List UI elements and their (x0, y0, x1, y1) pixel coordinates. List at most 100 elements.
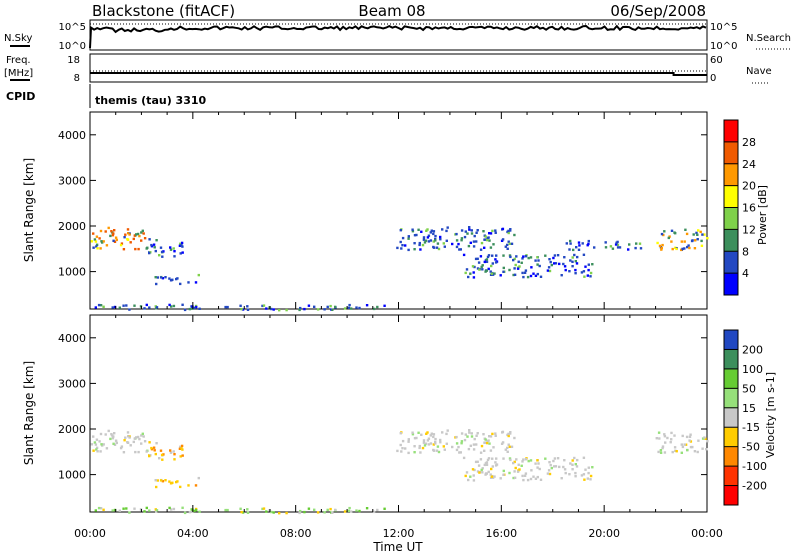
heatmap-cell (700, 239, 703, 243)
heatmap-cell (485, 463, 489, 466)
heatmap-cell (445, 229, 448, 233)
heatmap-cell (153, 246, 156, 249)
heatmap-cell (113, 508, 117, 512)
heatmap-cell (548, 472, 552, 476)
nsearch-tick-top: 10^5 (710, 22, 737, 33)
heatmap-cell (187, 484, 190, 487)
heatmap-cell (97, 506, 101, 510)
heatmap-cell (172, 450, 175, 453)
heatmap-cell (439, 438, 442, 442)
heatmap-cell (401, 236, 405, 240)
y-tick-label: 3000 (58, 377, 86, 390)
heatmap-cell (172, 247, 175, 250)
heatmap-cell (563, 256, 566, 259)
heatmap-cell (490, 475, 494, 478)
velocity-marks (90, 429, 709, 515)
heatmap-cell (399, 432, 402, 435)
heatmap-cell (521, 460, 524, 463)
heatmap-cell (316, 511, 320, 514)
heatmap-cell (159, 246, 163, 249)
heatmap-cell (466, 435, 469, 438)
heatmap-cell (628, 243, 631, 246)
heatmap-cell (432, 240, 435, 243)
heatmap-cell (303, 307, 306, 311)
heatmap-cell (404, 447, 407, 450)
heatmap-cell (323, 308, 326, 311)
heatmap-cell (687, 244, 690, 247)
heatmap-cell (451, 445, 454, 449)
heatmap-cell (522, 478, 525, 482)
heatmap-cell (188, 307, 192, 311)
heatmap-cell (423, 241, 427, 244)
heatmap-cell (161, 458, 164, 461)
colorbar-band (724, 368, 738, 389)
heatmap-cell (492, 446, 495, 449)
heatmap-cell (500, 239, 504, 242)
colorbar-band (724, 427, 738, 448)
heatmap-cell (508, 242, 511, 245)
heatmap-cell (508, 457, 512, 460)
heatmap-cell (175, 480, 178, 484)
heatmap-cell (699, 230, 702, 234)
heatmap-cell (427, 240, 431, 243)
heatmap-cell (161, 277, 165, 280)
heatmap-cell (659, 449, 663, 452)
heatmap-cell (458, 451, 461, 454)
heatmap-cell (138, 437, 141, 441)
heatmap-cell (285, 511, 288, 515)
heatmap-cell (684, 443, 688, 446)
heatmap-cell (522, 275, 525, 279)
colorbar-tick-label: 16 (742, 202, 756, 215)
heatmap-cell (550, 466, 553, 470)
heatmap-cell (372, 307, 376, 311)
heatmap-cell (195, 305, 198, 309)
heatmap-cell (487, 470, 490, 474)
heatmap-cell (446, 429, 449, 432)
heatmap-cell (171, 278, 174, 281)
nsky-frame (89, 19, 708, 51)
heatmap-cell (272, 308, 275, 311)
power-cbar-bands (723, 119, 739, 296)
heatmap-cell (316, 308, 320, 311)
heatmap-cell (278, 309, 281, 312)
heatmap-cell (530, 266, 533, 269)
heatmap-cell (614, 243, 618, 246)
heatmap-cell (689, 433, 692, 436)
heatmap-cell (616, 240, 619, 244)
heatmap-cell (513, 257, 516, 261)
heatmap-cell (527, 459, 530, 463)
heatmap-cell (587, 263, 590, 266)
heatmap-cell (343, 307, 347, 310)
heatmap-cell (571, 256, 574, 259)
heatmap-cell (701, 233, 704, 236)
colorbar-band (724, 163, 738, 187)
heatmap-cell (501, 430, 505, 434)
heatmap-cell (691, 445, 694, 449)
heatmap-cell (536, 475, 539, 479)
heatmap-cell (661, 243, 664, 247)
heatmap-cell (156, 276, 159, 279)
heatmap-cell (143, 307, 146, 310)
heatmap-cell (547, 469, 551, 472)
heatmap-cell (100, 240, 103, 243)
heatmap-cell (459, 451, 462, 454)
heatmap-cell (591, 466, 594, 469)
heatmap-cell (563, 468, 567, 471)
heatmap-cell (170, 305, 173, 308)
heatmap-cell (587, 466, 590, 469)
heatmap-cell (415, 233, 418, 237)
heatmap-cell (536, 272, 539, 276)
heatmap-cell (666, 436, 669, 440)
colorbar-band (724, 466, 738, 487)
heatmap-cell (501, 227, 505, 231)
heatmap-cell (658, 244, 662, 248)
heatmap-cell (181, 245, 184, 248)
date-title: 06/Sep/2008 (610, 2, 706, 20)
heatmap-cell (697, 439, 700, 442)
heatmap-cell (93, 238, 97, 241)
heatmap-cell (696, 238, 699, 241)
heatmap-cell (473, 234, 476, 238)
heatmap-cell (437, 450, 441, 454)
heatmap-cell (407, 438, 410, 441)
heatmap-cell (109, 437, 112, 441)
